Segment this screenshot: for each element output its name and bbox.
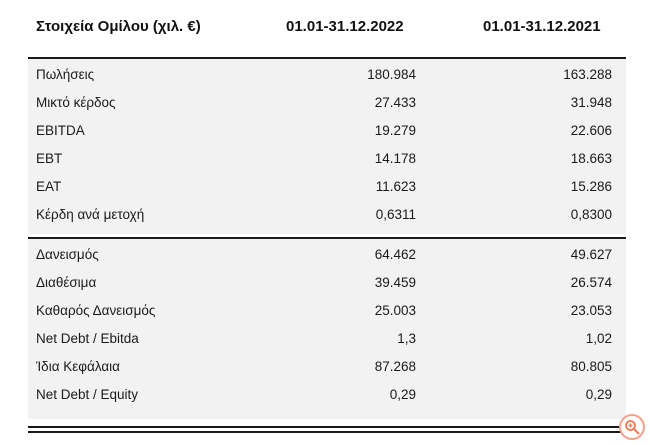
row-label: Πωλήσεις <box>36 67 95 82</box>
row-value-2021: 23.053 <box>570 303 612 318</box>
section-income: Πωλήσεις 180.984 163.288 Μικτό κέρδος 27… <box>28 59 626 234</box>
row-label: Κέρδη ανά μετοχή <box>36 207 145 222</box>
row-value-2022: 27.433 <box>374 95 416 110</box>
bottom-rule <box>28 426 626 428</box>
header-label: Στοιχεία Ομίλου (χιλ. €) <box>36 18 201 35</box>
row-value-2021: 15.286 <box>570 179 612 194</box>
row-value-2021: 49.627 <box>570 247 612 262</box>
row-label: Δανεισμός <box>36 247 99 262</box>
table-row: EBITDA 19.279 22.606 <box>28 118 626 146</box>
row-label: EAT <box>36 179 62 194</box>
row-value-2021: 1,02 <box>585 331 612 346</box>
table-row: Πωλήσεις 180.984 163.288 <box>28 62 626 90</box>
row-value-2022: 11.623 <box>375 179 416 194</box>
row-value-2021: 22.606 <box>570 123 612 138</box>
row-value-2022: 64.462 <box>374 247 416 262</box>
row-value-2022: 180.984 <box>367 67 416 82</box>
table-row: Net Debt / Equity 0,29 0,29 <box>28 382 626 410</box>
row-label: Net Debt / Equity <box>36 387 139 402</box>
row-label: Καθαρός Δανεισμός <box>36 303 156 318</box>
financial-table: Στοιχεία Ομίλου (χιλ. €) 01.01-31.12.202… <box>28 0 626 433</box>
row-value-2022: 0,6311 <box>375 207 416 222</box>
row-value-2021: 0,29 <box>585 387 612 402</box>
row-value-2021: 18.663 <box>570 151 612 166</box>
row-value-2021: 26.574 <box>570 275 612 290</box>
table-row: Δανεισμός 64.462 49.627 <box>28 242 626 270</box>
row-value-2022: 39.459 <box>374 275 416 290</box>
zoom-button[interactable] <box>619 414 645 440</box>
row-value-2022: 14.178 <box>374 151 416 166</box>
table-row: Ίδια Κεφάλαια 87.268 80.805 <box>28 354 626 382</box>
section-balance: Δανεισμός 64.462 49.627 Διαθέσιμα 39.459… <box>28 239 626 419</box>
table-header: Στοιχεία Ομίλου (χιλ. €) 01.01-31.12.202… <box>28 0 626 57</box>
row-value-2021: 31.948 <box>570 95 612 110</box>
row-value-2022: 87.268 <box>374 359 416 374</box>
table-row: EAT 11.623 15.286 <box>28 174 626 202</box>
row-label: Net Debt / Ebitda <box>36 331 139 346</box>
table-row: EBT 14.178 18.663 <box>28 146 626 174</box>
header-col-2022: 01.01-31.12.2022 <box>286 18 404 35</box>
table-row: Καθαρός Δανεισμός 25.003 23.053 <box>28 298 626 326</box>
bottom-rule-double <box>28 431 626 433</box>
row-value-2022: 0,29 <box>389 387 416 402</box>
row-value-2021: 163.288 <box>563 67 612 82</box>
row-value-2022: 25.003 <box>374 303 416 318</box>
row-value-2021: 80.805 <box>570 359 612 374</box>
table-row: Διαθέσιμα 39.459 26.574 <box>28 270 626 298</box>
table-row: Net Debt / Ebitda 1,3 1,02 <box>28 326 626 354</box>
zoom-in-icon <box>625 420 640 435</box>
row-label: Ίδια Κεφάλαια <box>36 359 120 374</box>
row-label: Διαθέσιμα <box>36 275 97 290</box>
header-rule <box>28 57 626 59</box>
row-value-2022: 1,3 <box>397 331 416 346</box>
header-col-2021: 01.01-31.12.2021 <box>483 18 601 35</box>
row-value-2022: 19.279 <box>374 123 416 138</box>
row-label: EBITDA <box>36 123 85 138</box>
section-divider <box>28 237 626 239</box>
row-label: EBT <box>36 151 63 166</box>
row-label: Μικτό κέρδος <box>36 95 116 110</box>
table-row: Κέρδη ανά μετοχή 0,6311 0,8300 <box>28 202 626 230</box>
row-value-2021: 0,8300 <box>570 207 612 222</box>
table-row: Μικτό κέρδος 27.433 31.948 <box>28 90 626 118</box>
